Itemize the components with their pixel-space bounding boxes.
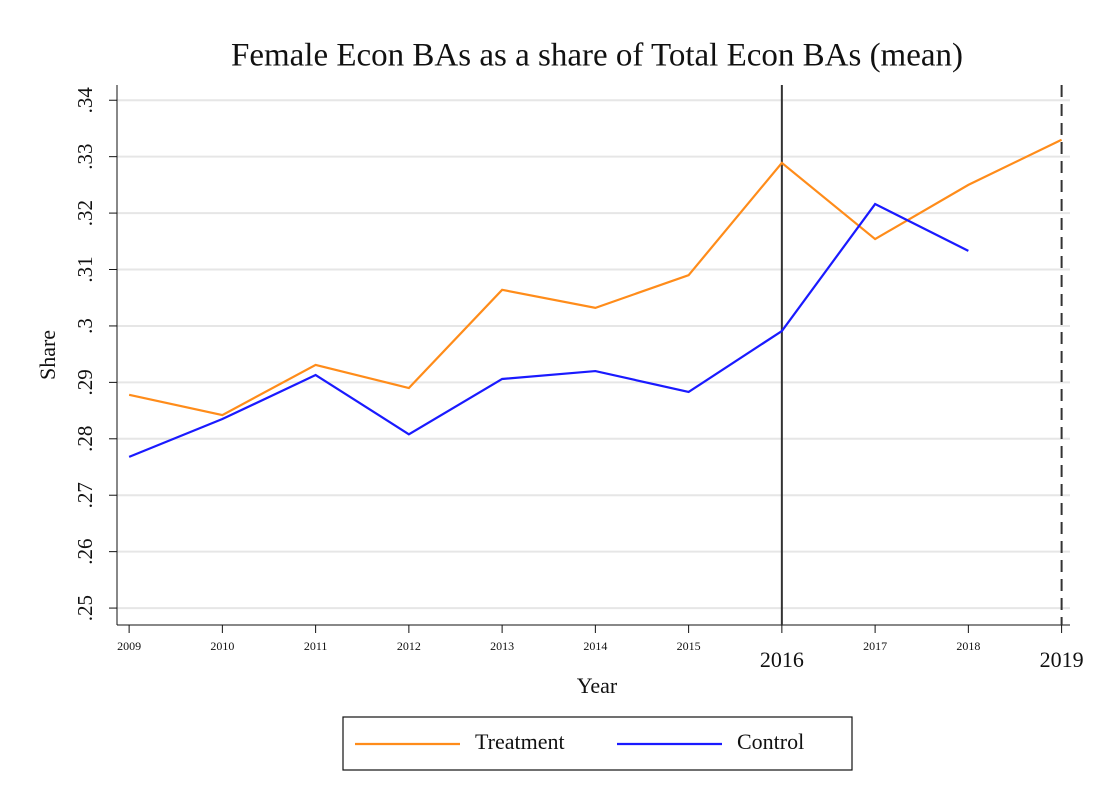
x-tick-label: 2017: [863, 639, 887, 653]
series-line: [128, 202, 969, 458]
x-tick-label: 2018: [956, 639, 980, 653]
x-tick-label: 2019: [1040, 647, 1084, 672]
y-tick-label: .28: [73, 426, 97, 452]
y-tick-label: .25: [73, 595, 97, 621]
x-tick-label: 2010: [210, 639, 234, 653]
y-tick-label: .27: [73, 482, 97, 508]
y-tick-label: .34: [73, 87, 97, 114]
x-axis-label: Year: [577, 673, 618, 698]
x-tick-label: 2016: [760, 647, 804, 672]
y-tick-label: .3: [73, 318, 97, 334]
x-tick-label: 2014: [583, 639, 607, 653]
x-tick-label: 2013: [490, 639, 514, 653]
x-tick-label: 2015: [677, 639, 701, 653]
y-tick-label: .26: [73, 539, 97, 565]
y-tick-label: .33: [73, 144, 97, 170]
series-line: [128, 138, 1063, 417]
y-axis-label: Share: [35, 330, 60, 380]
x-tick-label: 2011: [304, 639, 328, 653]
x-tick-label: 2009: [117, 639, 141, 653]
y-tick-label: .32: [73, 200, 97, 226]
legend-label: Control: [737, 729, 804, 754]
legend-label: Treatment: [475, 729, 565, 754]
y-tick-label: .31: [73, 256, 97, 282]
chart-title: Female Econ BAs as a share of Total Econ…: [231, 38, 963, 74]
y-tick-label: .29: [73, 369, 97, 395]
x-tick-label: 2012: [397, 639, 421, 653]
